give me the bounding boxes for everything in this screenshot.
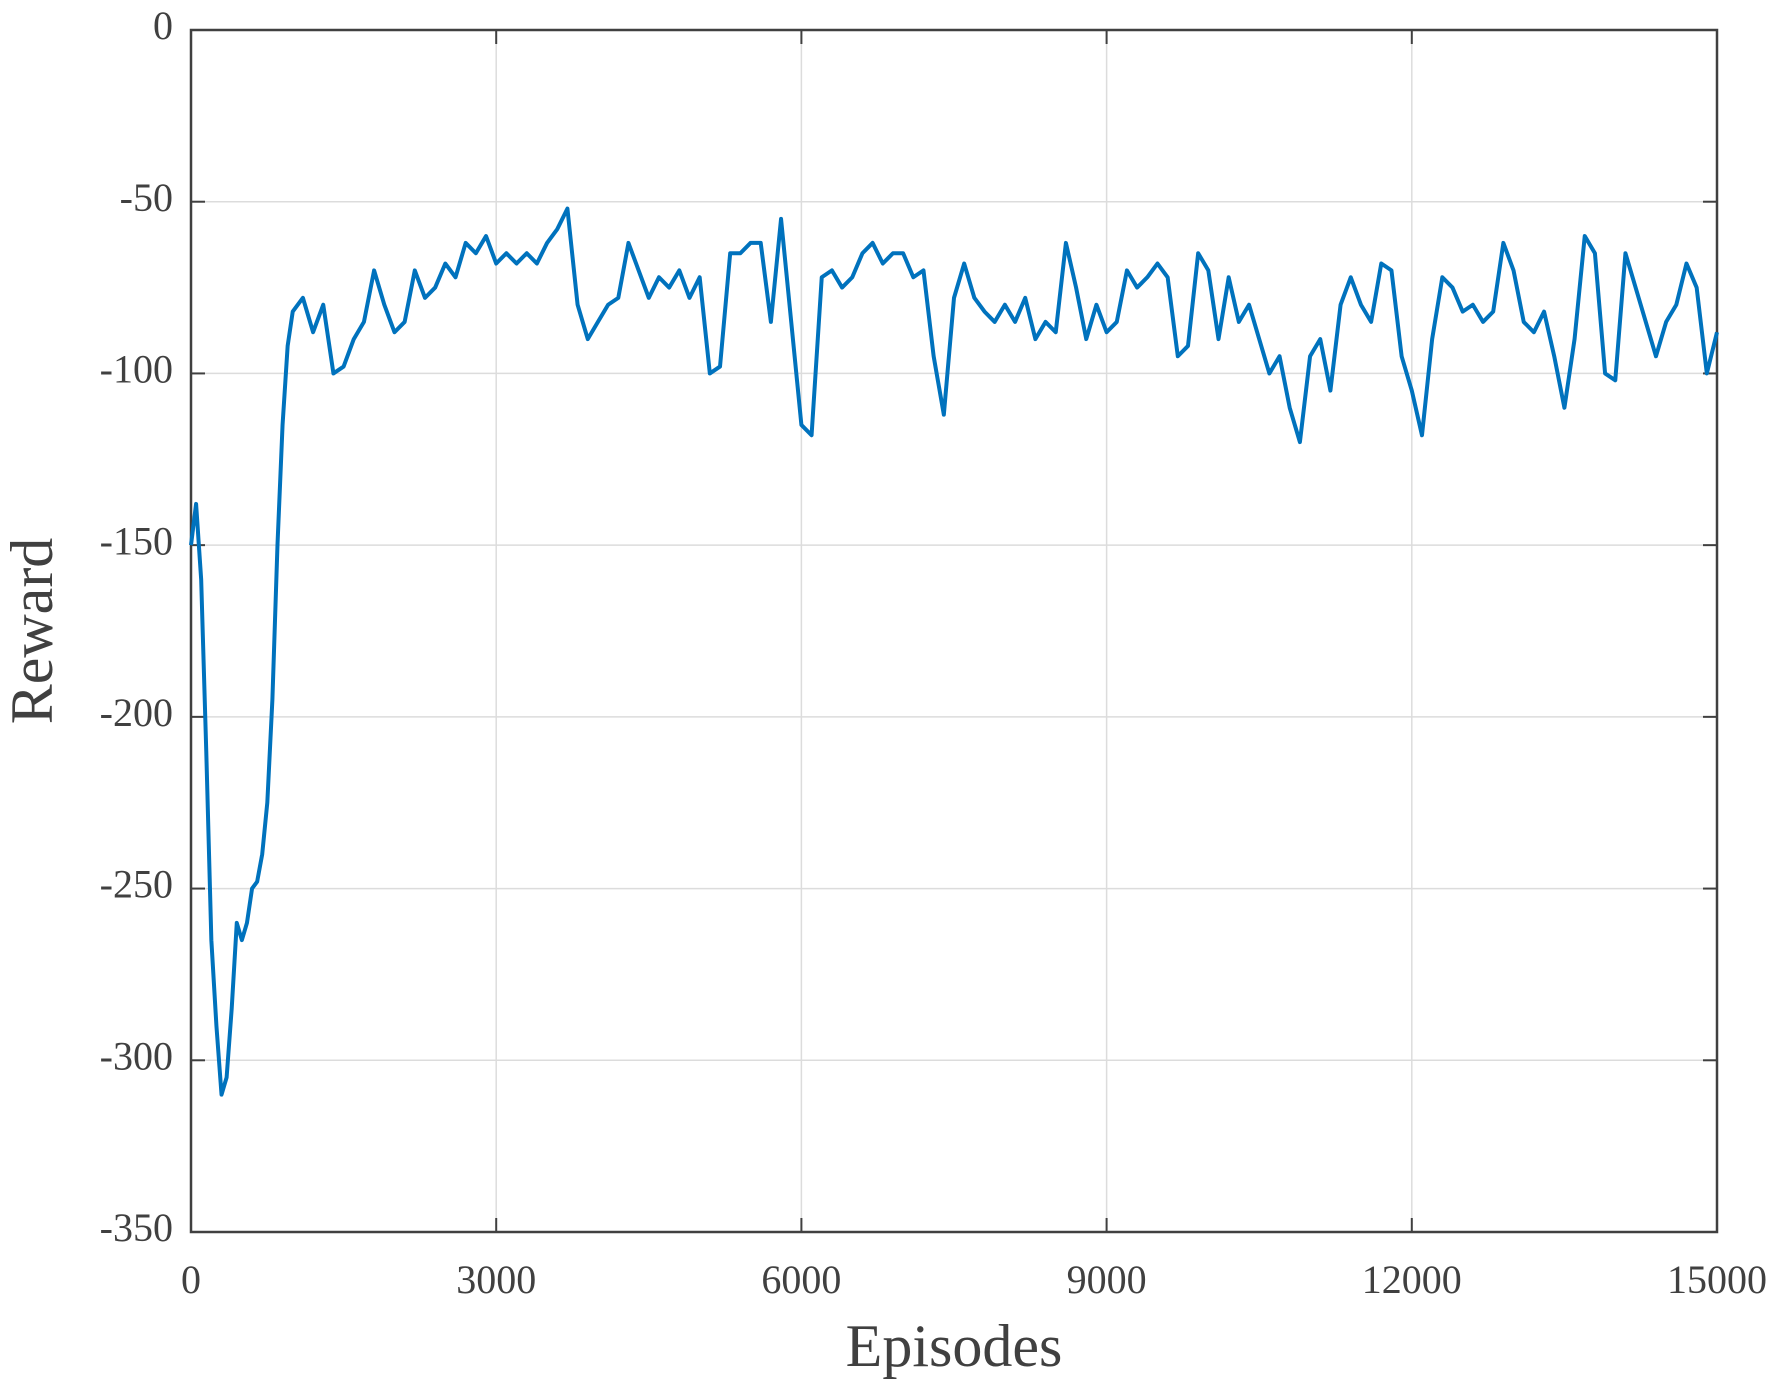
y-tick-label: -150 <box>100 518 173 563</box>
y-tick-label: -200 <box>100 690 173 735</box>
x-axis-label: Episodes <box>846 1313 1063 1379</box>
y-tick-label: -350 <box>100 1205 173 1250</box>
x-tick-label: 9000 <box>1067 1257 1147 1302</box>
y-tick-label: -250 <box>100 862 173 907</box>
x-tick-label: 0 <box>181 1257 201 1302</box>
y-tick-label: 0 <box>153 3 173 48</box>
x-tick-label: 6000 <box>761 1257 841 1302</box>
x-tick-label: 3000 <box>456 1257 536 1302</box>
y-tick-label: -50 <box>120 175 173 220</box>
y-tick-label: -100 <box>100 347 173 392</box>
plot-frame <box>189 28 1719 1234</box>
y-tick-label: -300 <box>100 1033 173 1078</box>
data-line <box>189 206 1719 1097</box>
y-axis-label: Reward <box>0 538 65 725</box>
x-tick-label: 12000 <box>1362 1257 1462 1302</box>
x-tick-label: 15000 <box>1667 1257 1767 1302</box>
